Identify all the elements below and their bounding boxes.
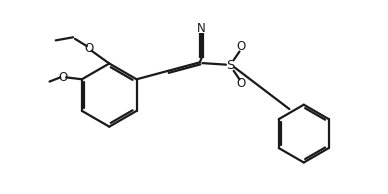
- Text: O: O: [59, 71, 68, 84]
- Text: O: O: [237, 77, 246, 90]
- Text: O: O: [237, 40, 246, 53]
- Text: S: S: [227, 59, 235, 72]
- Text: N: N: [197, 22, 206, 35]
- Text: O: O: [85, 42, 94, 55]
